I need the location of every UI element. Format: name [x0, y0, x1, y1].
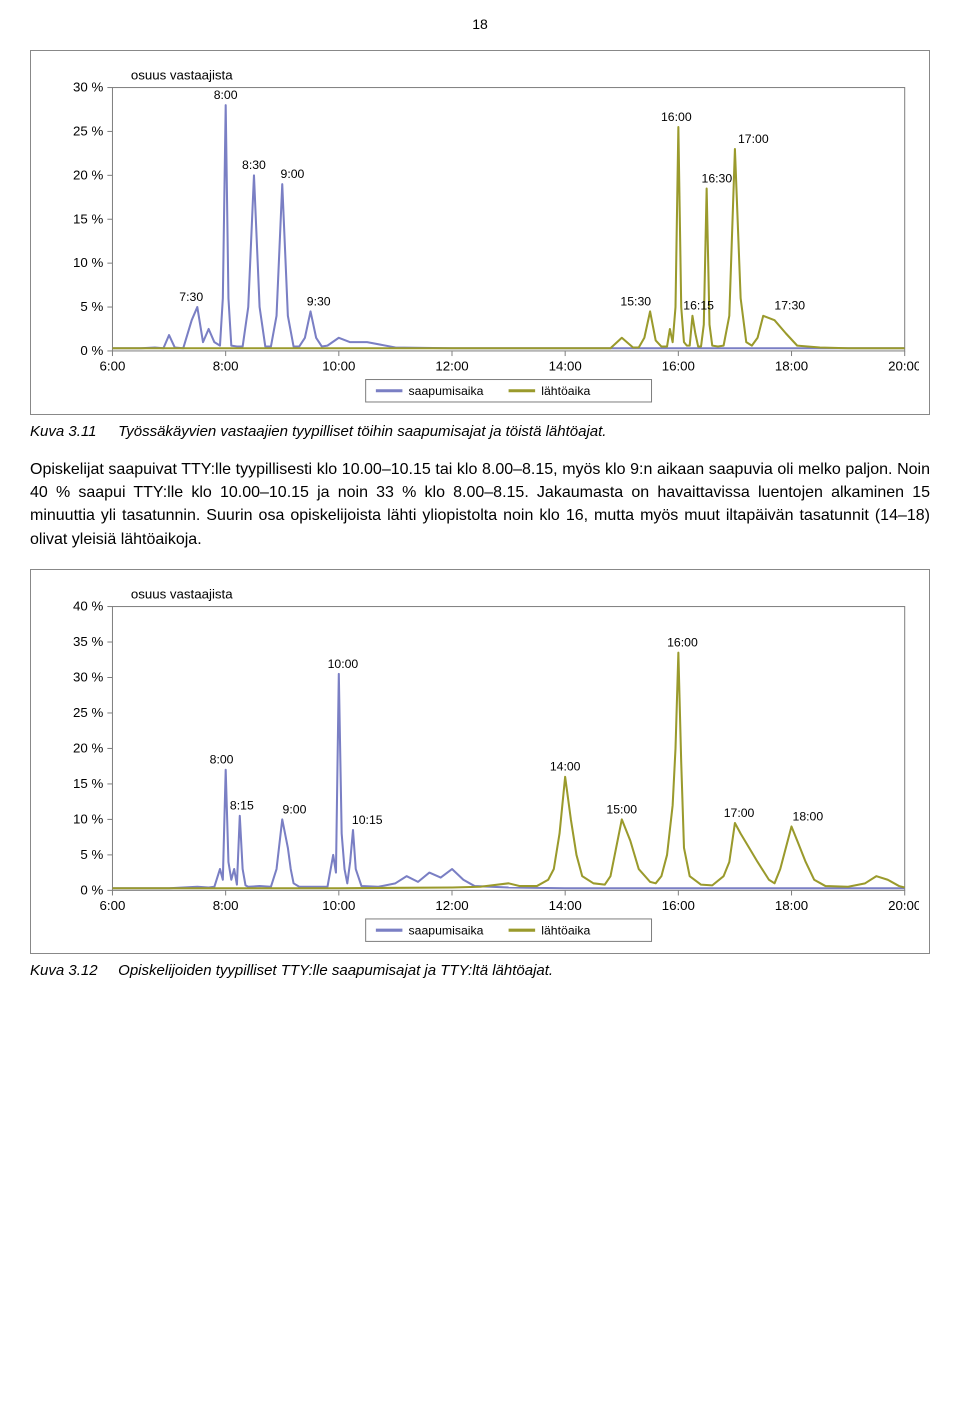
svg-text:16:30: 16:30	[702, 171, 733, 185]
chart2-caption: Kuva 3.12 Opiskelijoiden tyypilliset TTY…	[30, 962, 930, 979]
chart2: 0 % 5 % 10 % 15 % 20 % 25 % 30 % 35 % 40 % 6:00 8:…	[41, 580, 919, 948]
svg-text:16:00: 16:00	[662, 898, 695, 913]
svg-text:18:00: 18:00	[775, 898, 808, 913]
svg-text:0 %: 0 %	[80, 882, 103, 897]
svg-text:25 %: 25 %	[73, 705, 103, 720]
body-paragraph: Opiskelijat saapuivat TTY:lle tyypillise…	[30, 458, 930, 551]
svg-text:18:00: 18:00	[793, 809, 824, 823]
svg-text:16:00: 16:00	[661, 110, 692, 124]
svg-text:20 %: 20 %	[73, 167, 103, 182]
svg-text:20 %: 20 %	[73, 740, 103, 755]
svg-text:10 %: 10 %	[73, 811, 103, 826]
svg-text:25 %: 25 %	[73, 124, 103, 139]
svg-text:10:00: 10:00	[322, 898, 355, 913]
svg-text:saapumisaika: saapumisaika	[409, 384, 484, 398]
svg-text:lähtöaika: lähtöaika	[541, 384, 590, 398]
svg-text:15:00: 15:00	[606, 802, 637, 816]
svg-text:6:00: 6:00	[100, 898, 126, 913]
svg-text:20:00: 20:00	[888, 898, 919, 913]
svg-text:14:00: 14:00	[549, 898, 582, 913]
svg-text:17:00: 17:00	[724, 806, 755, 820]
chart1-container: 0 % 5 % 10 % 15 % 20 % 25 % 30 % 6:00 8:00 10:00 1…	[30, 50, 930, 415]
svg-text:osuus vastaajista: osuus vastaajista	[131, 586, 233, 601]
chart1-caption-text: Työssäkäyvien vastaajien tyypilliset töi…	[118, 423, 606, 440]
svg-text:20:00: 20:00	[888, 358, 919, 373]
svg-text:12:00: 12:00	[435, 358, 468, 373]
chart1-caption-fig: Kuva 3.11	[30, 423, 114, 440]
svg-text:40 %: 40 %	[73, 598, 103, 613]
svg-text:17:30: 17:30	[774, 299, 805, 313]
svg-text:16:15: 16:15	[683, 299, 714, 313]
svg-text:8:00: 8:00	[213, 898, 239, 913]
svg-text:16:00: 16:00	[667, 635, 698, 649]
svg-text:5 %: 5 %	[80, 847, 103, 862]
svg-text:8:30: 8:30	[242, 158, 266, 172]
svg-text:7:30: 7:30	[179, 290, 203, 304]
svg-text:saapumisaika: saapumisaika	[409, 923, 484, 937]
svg-text:9:30: 9:30	[307, 294, 331, 308]
svg-text:14:00: 14:00	[550, 760, 581, 774]
chart1-caption: Kuva 3.11 Työssäkäyvien vastaajien tyypi…	[30, 423, 930, 440]
svg-text:0 %: 0 %	[80, 343, 103, 358]
svg-text:8:15: 8:15	[230, 799, 254, 813]
svg-text:15 %: 15 %	[73, 211, 103, 226]
svg-text:10:00: 10:00	[328, 657, 359, 671]
page-number: 18	[30, 16, 930, 32]
svg-text:6:00: 6:00	[100, 358, 126, 373]
svg-text:9:00: 9:00	[283, 802, 307, 816]
svg-text:8:00: 8:00	[213, 358, 239, 373]
svg-text:30 %: 30 %	[73, 80, 103, 95]
svg-text:8:00: 8:00	[214, 88, 238, 102]
svg-text:lähtöaika: lähtöaika	[541, 923, 590, 937]
svg-text:30 %: 30 %	[73, 669, 103, 684]
svg-text:18:00: 18:00	[775, 358, 808, 373]
svg-text:10:00: 10:00	[322, 358, 355, 373]
chart2-caption-fig: Kuva 3.12	[30, 962, 114, 979]
svg-text:17:00: 17:00	[738, 132, 769, 146]
svg-text:10 %: 10 %	[73, 255, 103, 270]
svg-text:9:00: 9:00	[281, 167, 305, 181]
chart1: 0 % 5 % 10 % 15 % 20 % 25 % 30 % 6:00 8:00 10:00 1…	[41, 61, 919, 408]
svg-text:12:00: 12:00	[435, 898, 468, 913]
svg-text:14:00: 14:00	[549, 358, 582, 373]
chart2-caption-text: Opiskelijoiden tyypilliset TTY:lle saapu…	[118, 962, 553, 979]
svg-text:osuus vastaajista: osuus vastaajista	[131, 67, 233, 82]
chart2-container: 0 % 5 % 10 % 15 % 20 % 25 % 30 % 35 % 40 % 6:00 8:…	[30, 569, 930, 955]
svg-text:10:15: 10:15	[352, 813, 383, 827]
svg-text:15:30: 15:30	[620, 294, 651, 308]
svg-text:16:00: 16:00	[662, 358, 695, 373]
svg-text:5 %: 5 %	[80, 299, 103, 314]
svg-text:8:00: 8:00	[210, 752, 234, 766]
svg-text:35 %: 35 %	[73, 634, 103, 649]
svg-text:15 %: 15 %	[73, 776, 103, 791]
